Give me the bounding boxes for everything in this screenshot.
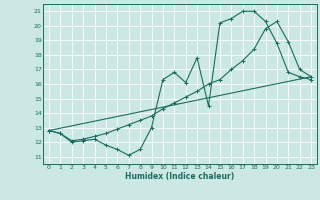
X-axis label: Humidex (Indice chaleur): Humidex (Indice chaleur)	[125, 172, 235, 181]
